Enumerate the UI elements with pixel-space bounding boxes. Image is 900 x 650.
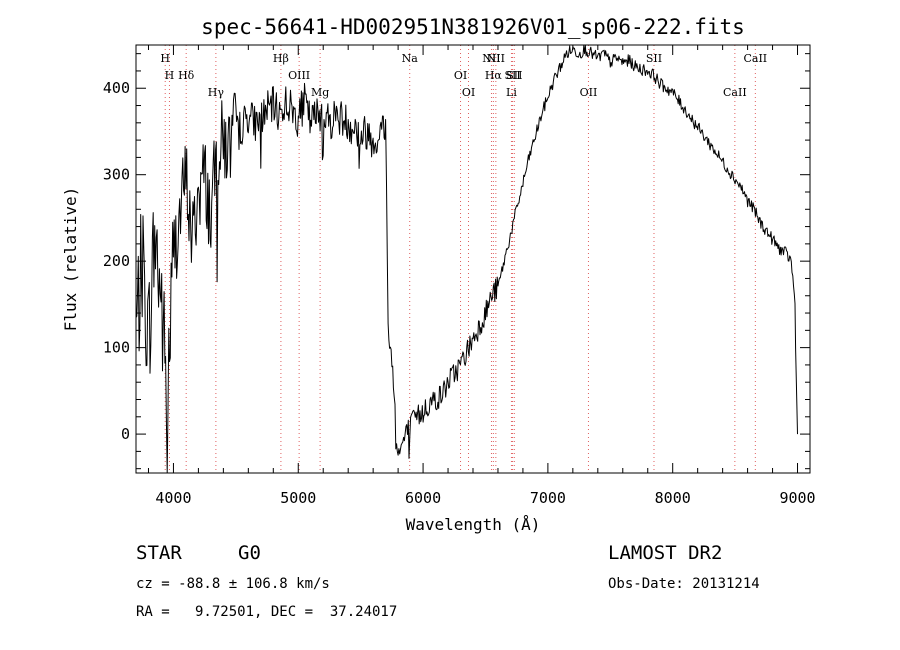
- spectral-line-label: H: [160, 52, 170, 65]
- y-tick-label: 100: [103, 339, 130, 357]
- spectral-line-label: SII: [646, 52, 662, 65]
- spectral-line-label: Li: [506, 86, 517, 99]
- spectral-line-label: CaII: [723, 86, 747, 99]
- spectral-line-label: OI: [454, 69, 467, 82]
- y-tick-label: 0: [121, 425, 130, 443]
- survey-label: LAMOST DR2: [608, 542, 723, 564]
- spectral-line-label: Na: [402, 52, 419, 65]
- x-tick-label: 5000: [280, 489, 316, 507]
- spectral-line-label: Hβ: [273, 52, 289, 65]
- y-tick-label: 400: [103, 79, 130, 97]
- object-class-label: STAR: [136, 542, 182, 564]
- spectral-line-label: NII: [482, 52, 500, 65]
- spectral-line-label: SII: [504, 69, 520, 82]
- spectral-line-labels: HH HδHγHβOIIIMgNaOIOINIIHαNIILiSIISIIOIIS…: [160, 52, 767, 99]
- x-tick-label: 6000: [405, 489, 441, 507]
- spectrum-line: [135, 44, 798, 474]
- sky-coordinates: RA = 9.72501, DEC = 37.24017: [136, 604, 398, 620]
- spectral-line-label: OIII: [288, 69, 310, 82]
- chart-title: spec-56641-HD002951N381926V01_sp06-222.f…: [201, 15, 745, 39]
- spectral-line-label: NII: [487, 52, 505, 65]
- axis-ticks: [136, 45, 810, 473]
- x-tick-labels: 4000 5000 6000 7000 8000 9000: [155, 489, 815, 507]
- x-tick-label: 8000: [655, 489, 691, 507]
- spectral-line-label: OII: [580, 86, 598, 99]
- plot-frame: [135, 44, 811, 474]
- spectral-line-label: Hγ: [208, 86, 225, 99]
- y-tick-label: 200: [103, 252, 130, 270]
- redshift-velocity: cz = -88.8 ± 106.8 km/s: [136, 576, 330, 592]
- object-subclass-label: G0: [238, 542, 261, 564]
- observation-date: Obs-Date: 20131214: [608, 576, 760, 592]
- spectral-line-label: CaII: [743, 52, 767, 65]
- x-tick-label: 9000: [779, 489, 815, 507]
- spectral-line-label: Hα: [485, 69, 503, 82]
- spectral-line-label: OI: [462, 86, 475, 99]
- spectrum-series: [135, 44, 798, 474]
- spectral-line-label: SII: [506, 69, 522, 82]
- y-tick-label: 300: [103, 166, 130, 184]
- spectral-line-markers: [164, 45, 756, 473]
- x-tick-label: 4000: [155, 489, 191, 507]
- spectral-line-label: Hδ: [178, 69, 195, 82]
- spectral-line-label: H: [165, 69, 175, 82]
- y-tick-labels: 0 100 200 300 400: [103, 79, 130, 443]
- x-axis-label: Wavelength (Å): [406, 515, 541, 534]
- spectral-line-label: Mg: [311, 86, 329, 99]
- y-axis-label: Flux (relative): [61, 187, 80, 332]
- x-tick-label: 7000: [530, 489, 566, 507]
